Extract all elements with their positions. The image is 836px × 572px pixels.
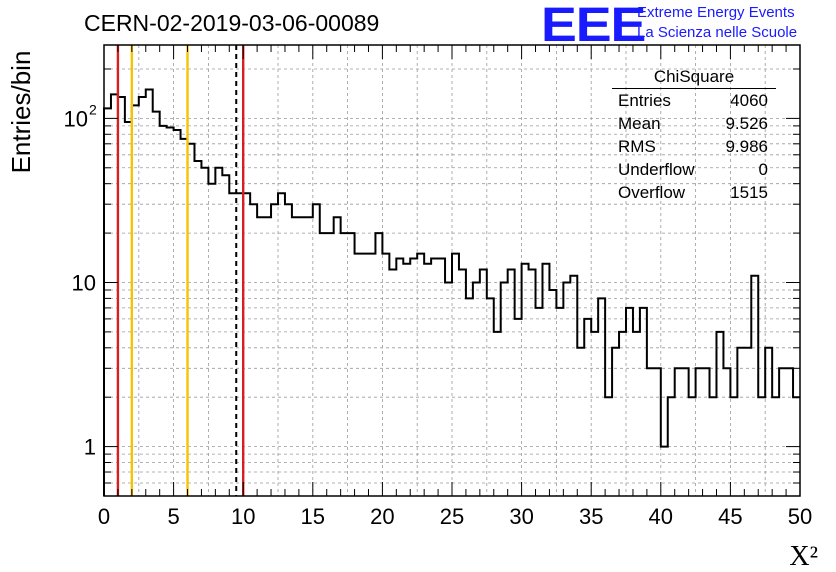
stats-label: Underflow — [618, 160, 695, 179]
logo-tagline-2: La Scienza nelle Scuole — [637, 24, 798, 41]
stats-row-overflow: Overflow 1515 — [612, 181, 776, 204]
y-tick-label-exponent: 2 — [89, 101, 97, 117]
stats-value: 9.986 — [725, 137, 768, 156]
x-tick-label: 5 — [167, 504, 179, 529]
stats-label: Mean — [618, 114, 661, 133]
logo-tagline-1: Extreme Energy Events — [637, 4, 795, 21]
stats-box: ChiSquare Entries 4060 Mean 9.526 RMS 9.… — [612, 66, 776, 204]
x-tick-label: 40 — [649, 504, 673, 529]
reference-lines — [116, 45, 245, 496]
y-tick-label: 10 — [64, 106, 88, 131]
stats-label: Entries — [618, 91, 671, 110]
stats-row-underflow: Underflow 0 — [612, 158, 776, 181]
stats-label: Overflow — [618, 183, 686, 202]
eee-logo: EEE — [541, 0, 646, 52]
stats-title: ChiSquare — [612, 66, 776, 89]
stats-row-mean: Mean 9.526 — [612, 112, 776, 135]
histogram-outline — [103, 88, 800, 496]
x-tick-labels: 0 5 10 15 20 25 30 35 40 45 50 — [98, 504, 812, 529]
x-tick-label: 35 — [579, 504, 603, 529]
x-tick-label: 15 — [301, 504, 325, 529]
stats-value: 0 — [758, 160, 768, 179]
x-tick-label: 0 — [98, 504, 110, 529]
stats-label: RMS — [618, 137, 656, 156]
y-tick-label: 10 — [72, 270, 96, 295]
stats-row-rms: RMS 9.986 — [612, 135, 776, 158]
stats-value: 9.526 — [725, 114, 768, 133]
histogram-bars — [103, 88, 800, 496]
run-title: CERN-02-2019-03-06-00089 — [84, 10, 380, 36]
axis-ticks — [103, 45, 801, 497]
x-axis-title: X² — [789, 541, 818, 572]
x-tick-label: 45 — [718, 504, 742, 529]
y-axis-title: Entries/bin — [6, 51, 36, 174]
y-tick-label: 1 — [84, 435, 96, 460]
stats-row-entries: Entries 4060 — [612, 89, 776, 112]
x-tick-label: 20 — [370, 504, 394, 529]
x-tick-label: 25 — [440, 504, 464, 529]
stats-value: 4060 — [730, 91, 768, 110]
x-tick-label: 30 — [509, 504, 533, 529]
x-tick-label: 50 — [788, 504, 812, 529]
x-tick-label: 10 — [231, 504, 255, 529]
stats-value: 1515 — [730, 183, 768, 202]
